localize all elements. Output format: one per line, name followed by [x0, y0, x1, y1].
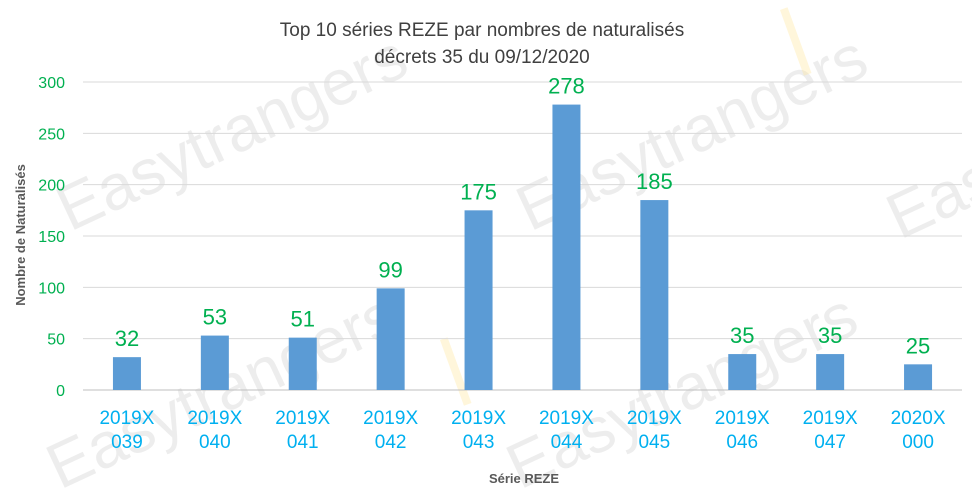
y-tick-label: 50	[47, 332, 65, 349]
x-tick-labels: 2019X 039 2019X 040 2019X 041 2019X 042 2019X 043…	[99, 408, 945, 453]
y-tick-labels: 0 50 100 150 200 250 300	[38, 75, 65, 400]
x-tick-label: 2019X 042	[363, 408, 418, 453]
x-tick-label: 2019X 039	[99, 408, 154, 453]
x-tick-label: 2019X 047	[803, 408, 858, 453]
data-label: 53	[203, 305, 227, 330]
data-label: 35	[730, 323, 754, 348]
watermark-text: Easytrangers	[45, 20, 417, 245]
bar	[728, 354, 757, 390]
bar	[464, 210, 493, 390]
bar	[288, 337, 317, 390]
watermark-text: Easytrangers	[875, 28, 972, 253]
watermark-text: Easytrangers	[495, 278, 867, 492]
watermark-slash	[440, 337, 472, 406]
y-tick-label: 0	[56, 383, 65, 400]
y-tick-label: 150	[38, 229, 65, 246]
bar	[200, 335, 229, 390]
x-tick-label: 2019X 045	[627, 408, 682, 453]
y-tick-label: 300	[38, 75, 65, 92]
y-tick-label: 250	[38, 126, 65, 143]
data-label: 185	[636, 169, 673, 194]
data-label: 175	[460, 179, 497, 204]
data-label: 35	[818, 323, 842, 348]
x-tick-label: 2019X 043	[451, 408, 506, 453]
bar	[552, 104, 581, 390]
x-tick-label: 2019X 041	[275, 408, 330, 453]
chart-title-line-2: décrets 35 du 09/12/2020	[374, 47, 590, 68]
data-label: 32	[115, 326, 139, 351]
gridlines	[83, 81, 962, 391]
data-label: 278	[548, 74, 585, 99]
bar	[816, 354, 845, 390]
y-tick-label: 200	[38, 178, 65, 195]
x-tick-label: 2019X 040	[187, 408, 242, 453]
bar	[640, 200, 669, 390]
watermark-slash	[780, 7, 812, 76]
data-label: 99	[378, 257, 402, 282]
data-label: 25	[906, 333, 930, 358]
data-label: 51	[291, 307, 315, 332]
chart-title-line-1: Top 10 séries REZE par nombres de natura…	[280, 20, 684, 41]
y-tick-label: 100	[38, 280, 65, 297]
x-axis-title: Série REZE	[489, 471, 559, 486]
data-labels: 32 53 51 99 175 278 185 35 35 25	[115, 74, 931, 359]
bar	[904, 364, 933, 390]
x-tick-label: 2019X 044	[539, 408, 594, 453]
x-tick-label: 2019X 046	[715, 408, 770, 453]
y-axis-title: Nombre de Naturalisés	[13, 164, 28, 306]
bar	[376, 288, 405, 390]
bars	[112, 104, 933, 390]
bar	[112, 357, 141, 390]
x-tick-label: 2020X 000	[891, 408, 946, 453]
